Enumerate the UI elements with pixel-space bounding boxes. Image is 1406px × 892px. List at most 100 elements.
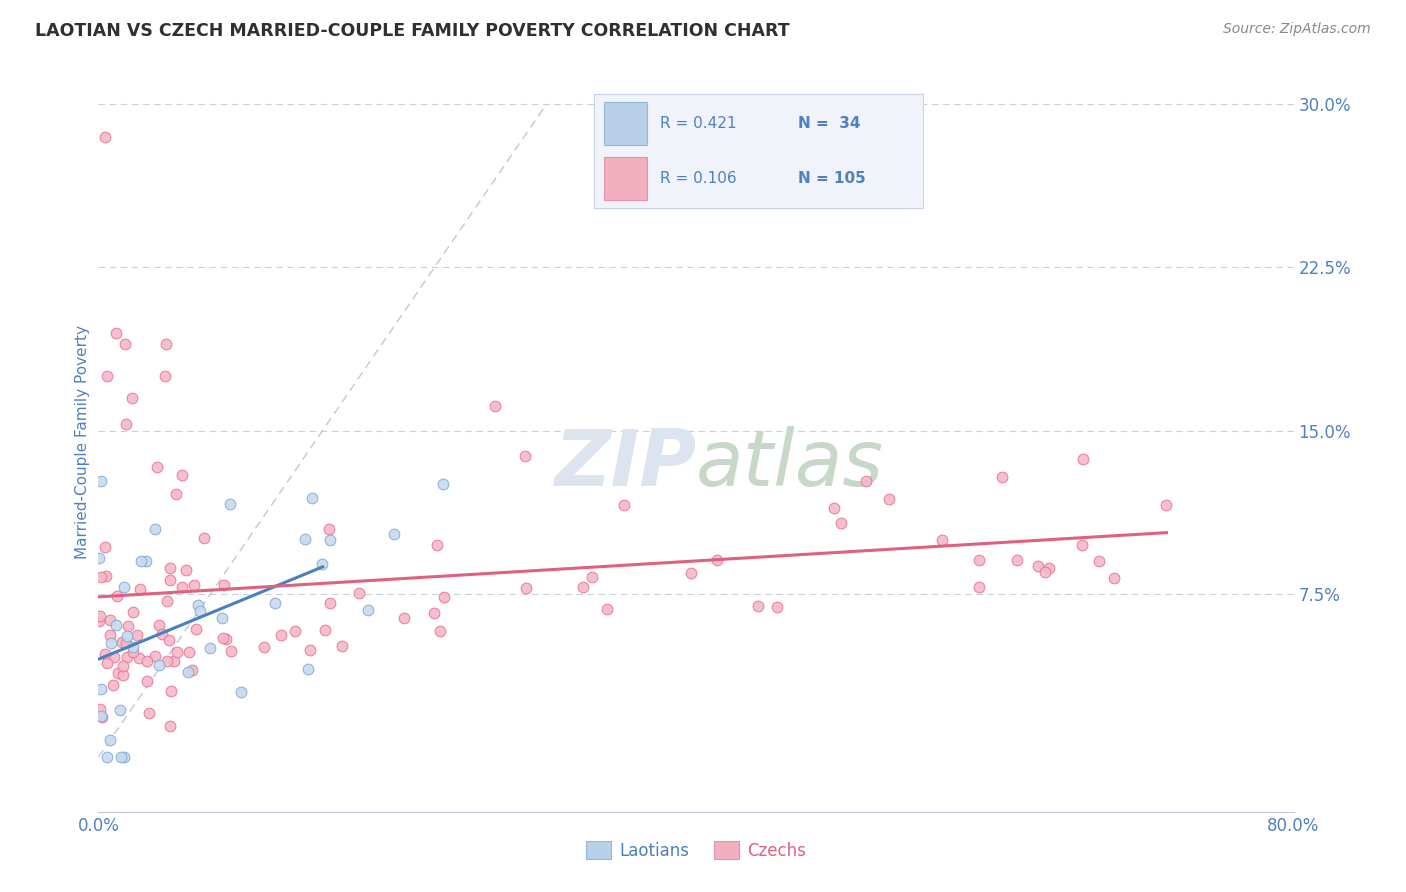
Point — [111, 658, 134, 673]
Point — [90, 570, 112, 584]
Point — [1088, 554, 1111, 568]
Point — [180, 663, 202, 677]
Text: Source: ZipAtlas.com: Source: ZipAtlas.com — [1223, 22, 1371, 37]
Point — [429, 624, 451, 638]
Point — [115, 635, 138, 649]
Point — [1005, 553, 1028, 567]
Point — [129, 582, 152, 596]
Point — [100, 636, 122, 650]
Point — [110, 750, 132, 764]
Point — [219, 497, 242, 511]
Point — [155, 654, 177, 668]
Point — [172, 467, 194, 482]
Point — [117, 650, 139, 665]
Point — [392, 611, 415, 625]
Point — [315, 623, 337, 637]
Point — [90, 474, 112, 488]
Point — [96, 369, 118, 384]
Point — [513, 449, 536, 463]
Point — [98, 613, 121, 627]
Point — [177, 665, 200, 680]
Point — [146, 460, 169, 475]
Point — [1070, 538, 1092, 552]
Point — [143, 522, 166, 536]
Point — [89, 702, 111, 716]
Point — [115, 417, 138, 431]
Point — [96, 657, 118, 671]
Text: atlas: atlas — [696, 425, 884, 502]
Point — [311, 558, 333, 572]
Point — [114, 336, 136, 351]
Point — [155, 369, 177, 384]
Point — [319, 596, 342, 610]
Point — [155, 336, 177, 351]
Point — [332, 640, 354, 654]
Point — [121, 645, 143, 659]
Point — [1156, 498, 1178, 512]
Point — [596, 602, 619, 616]
Point — [1102, 571, 1125, 585]
Point — [284, 624, 307, 638]
Point — [90, 710, 112, 724]
Point — [125, 628, 148, 642]
Point — [432, 477, 454, 491]
Point — [426, 538, 449, 552]
Y-axis label: Married-Couple Family Poverty: Married-Couple Family Poverty — [75, 325, 90, 558]
Point — [148, 658, 170, 673]
Point — [211, 610, 233, 624]
Point — [105, 589, 128, 603]
Text: LAOTIAN VS CZECH MARRIED-COUPLE FAMILY POVERTY CORRELATION CHART: LAOTIAN VS CZECH MARRIED-COUPLE FAMILY P… — [35, 22, 790, 40]
Point — [294, 533, 316, 547]
Point — [253, 640, 276, 654]
Point — [121, 391, 143, 405]
Point — [112, 668, 135, 682]
Point — [572, 580, 595, 594]
Point — [98, 733, 121, 747]
Point — [105, 618, 128, 632]
Point — [121, 640, 143, 655]
Point — [229, 685, 252, 699]
Point — [165, 487, 187, 501]
Point — [90, 708, 112, 723]
Point — [89, 551, 111, 566]
Point — [94, 540, 117, 554]
Point — [101, 678, 124, 692]
Point — [1033, 565, 1056, 579]
Point — [87, 614, 110, 628]
Point — [112, 750, 135, 764]
Point — [93, 647, 115, 661]
Point — [156, 594, 179, 608]
Point — [270, 628, 292, 642]
Point — [931, 533, 953, 548]
Point — [967, 581, 990, 595]
Point — [991, 470, 1014, 484]
Point — [117, 629, 139, 643]
Point — [94, 129, 117, 144]
Point — [159, 684, 181, 698]
Point — [159, 561, 181, 575]
Point — [357, 603, 380, 617]
Point — [613, 498, 636, 512]
Point — [967, 553, 990, 567]
Point — [382, 527, 405, 541]
Point — [98, 628, 121, 642]
Point — [830, 516, 852, 531]
Point — [211, 631, 233, 645]
Point — [117, 619, 139, 633]
Point — [187, 598, 209, 612]
Point — [159, 573, 181, 587]
Point — [111, 635, 134, 649]
Point — [877, 491, 900, 506]
Point — [105, 326, 128, 340]
Point — [706, 552, 728, 566]
Point — [89, 609, 111, 624]
Point — [188, 604, 211, 618]
Point — [766, 600, 789, 615]
Point — [319, 533, 342, 547]
Point — [159, 719, 181, 733]
Point — [103, 650, 125, 665]
Point — [215, 632, 238, 646]
Point — [128, 651, 150, 665]
Point — [297, 662, 319, 676]
Point — [138, 706, 160, 721]
